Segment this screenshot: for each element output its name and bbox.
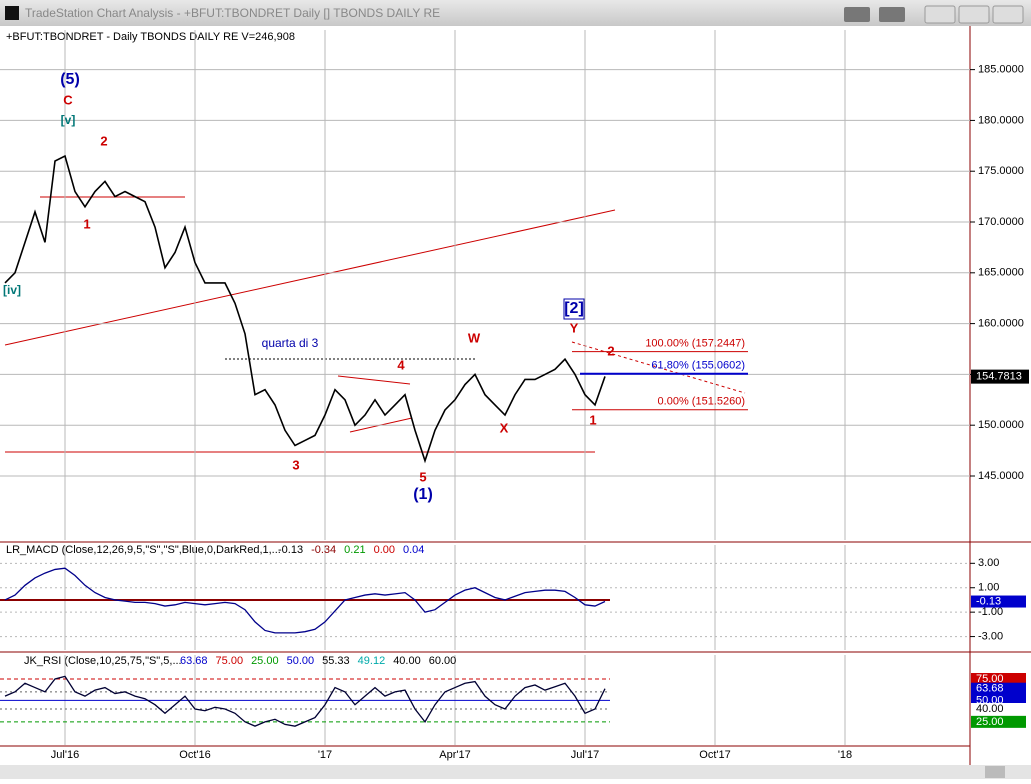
axis-value-label: 75.00	[976, 673, 1004, 685]
wave-label: (1)	[413, 486, 433, 503]
y-tick-label: 160.0000	[978, 318, 1024, 330]
wave-label: [v]	[61, 113, 76, 127]
menu-button[interactable]	[879, 7, 905, 22]
wave-label: 4	[397, 357, 405, 372]
triangle-line	[337, 375, 411, 385]
indicator-reading: 0.00	[374, 544, 395, 556]
axis-value-box	[971, 715, 1026, 728]
indicator-reading: 75.00	[216, 655, 244, 667]
wave-label: Y	[570, 320, 579, 335]
app-icon	[5, 6, 19, 20]
indicator-reading: -0.34	[311, 544, 336, 556]
scrollbar[interactable]	[0, 765, 1031, 779]
wave-label: (5)	[60, 71, 80, 88]
y-tick-label: 145.0000	[978, 470, 1024, 482]
x-tick-label: Apr'17	[439, 749, 470, 761]
y-tick-label: 185.0000	[978, 64, 1024, 76]
wave-label: [iv]	[3, 283, 21, 297]
indicator-header: LR_MACD (Close,12,26,9,5,"S","S",Blue,0,…	[6, 544, 281, 556]
wave-label: 2	[100, 133, 107, 148]
y-tick-label: 1.00	[978, 582, 999, 594]
minimize-button[interactable]	[924, 5, 956, 24]
menu-button[interactable]	[844, 7, 870, 22]
wave-label: 1	[589, 412, 596, 427]
y-tick-label: 165.0000	[978, 267, 1024, 279]
trendline	[571, 341, 746, 394]
indicator-reading: 55.33	[322, 655, 350, 667]
indicator-reading: 40.00	[393, 655, 421, 667]
indicator-reading: 0.21	[344, 544, 365, 556]
fib-label: 0.00% (151.5260)	[658, 396, 745, 408]
maximize-button[interactable]	[958, 5, 990, 24]
axis-value-label: 25.00	[976, 716, 1004, 728]
close-button[interactable]	[992, 5, 1024, 24]
last-price-label: 154.7813	[976, 371, 1022, 383]
indicator-reading: 63.68	[180, 655, 208, 667]
chart-header: +BFUT:TBONDRET - Daily TBONDS DAILY RE V…	[6, 31, 295, 43]
wave-label: quarta di 3	[262, 336, 319, 350]
axis-value-box	[971, 673, 1026, 685]
axis-value-box	[971, 595, 1026, 608]
y-tick-label: 3.00	[978, 557, 999, 569]
wave-label: W	[468, 330, 481, 345]
y-tick-label: 175.0000	[978, 165, 1024, 177]
x-tick-label: Oct'16	[179, 749, 210, 761]
axis-value-label: 63.68	[976, 683, 1004, 695]
fib-label: 61.80% (155.0602)	[651, 360, 745, 372]
indicator-reading: -0.13	[278, 544, 303, 556]
x-tick-label: '18	[838, 749, 852, 761]
x-tick-label: Jul'16	[51, 749, 79, 761]
wave-label: 1	[83, 216, 90, 231]
y-tick-label: 170.0000	[978, 216, 1024, 228]
x-tick-label: Oct'17	[699, 749, 730, 761]
indicator-reading: 50.00	[287, 655, 315, 667]
indicator-reading: 49.12	[358, 655, 386, 667]
axis-value-box	[971, 682, 1026, 695]
indicator-reading: 25.00	[251, 655, 279, 667]
y-tick-label: -1.00	[978, 606, 1003, 618]
axis-value-box	[971, 703, 1026, 715]
wave-label: [2]	[564, 300, 584, 317]
fib-label: 100.00% (157.2447)	[645, 338, 745, 350]
wave-label: 3	[292, 457, 299, 472]
wave-label: 5	[419, 469, 426, 484]
y-tick-label: -3.00	[978, 630, 1003, 642]
wave-label: X	[500, 420, 509, 435]
x-tick-label: Jul'17	[571, 749, 599, 761]
wave-label: C	[63, 92, 73, 107]
axis-value-label: -0.13	[976, 595, 1001, 607]
trendline	[4, 209, 616, 346]
wave-label: 2	[607, 343, 614, 358]
indicator-line	[4, 675, 606, 727]
scrollbar-thumb[interactable]	[985, 766, 1005, 778]
y-tick-label: 180.0000	[978, 114, 1024, 126]
indicator-header: JK_RSI (Close,10,25,75,"S",5,...	[24, 655, 182, 667]
indicator-reading: 60.00	[429, 655, 457, 667]
indicator-reading: 0.04	[403, 544, 424, 556]
last-price-box	[971, 369, 1029, 384]
wave-label-box	[563, 298, 585, 320]
price-line	[4, 154, 606, 464]
indicator-line	[4, 567, 606, 634]
y-tick-label: 150.0000	[978, 419, 1024, 431]
x-tick-label: '17	[318, 749, 332, 761]
window-title: TradeStation Chart Analysis - +BFUT:TBON…	[25, 6, 440, 20]
axis-value-label: 40.00	[976, 703, 1004, 715]
